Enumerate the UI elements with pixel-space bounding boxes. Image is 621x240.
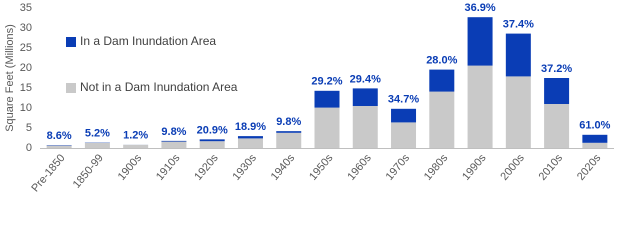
y-tick-label: 35 [20, 2, 32, 14]
y-tick-label: 5 [26, 122, 32, 134]
bar-segment [276, 132, 302, 148]
bar-segment [544, 78, 570, 104]
bar-segment [352, 88, 378, 106]
x-tick-label: Pre-1850 [29, 152, 67, 194]
x-tick-label: 1970s [384, 152, 413, 183]
x-tick-label: 2010s [537, 152, 566, 183]
bar-segment [505, 33, 531, 77]
share-label: 8.6% [47, 130, 72, 142]
x-tick-label: 1980s [422, 152, 451, 183]
legend-label: Not in a Dam Inundation Area [80, 80, 238, 94]
x-tick-label: 1940s [269, 152, 298, 183]
y-tick-label: 25 [20, 42, 32, 54]
bar-segment [161, 140, 187, 142]
y-tick-label: 0 [26, 142, 32, 154]
bar-segment [237, 138, 263, 148]
bar-segment [199, 141, 225, 148]
y-tick-label: 15 [20, 82, 32, 94]
bar-segment [314, 107, 340, 148]
bar-segment [161, 141, 187, 148]
share-label: 20.9% [197, 124, 228, 136]
chart: Square Feet (Millions) 0 5 10 15 20 25 30 35 8.6… [4, 2, 614, 194]
bar-segment [544, 104, 570, 148]
share-label: 28.0% [426, 55, 457, 67]
bar-segment [123, 144, 149, 148]
share-label: 1.2% [123, 130, 148, 142]
legend-label: In a Dam Inundation Area [80, 34, 216, 48]
bar-segment [314, 90, 340, 108]
y-tick-label: 10 [20, 102, 32, 114]
bar-segment [505, 76, 531, 148]
x-tick-label: 1900s [116, 152, 145, 183]
share-label: 61.0% [579, 120, 610, 132]
y-tick-label: 30 [20, 22, 32, 34]
x-tick-label: 1960s [345, 152, 374, 183]
x-tick-label: 2020s [575, 152, 604, 183]
bar-segment [429, 69, 455, 92]
x-tick-label: 1990s [460, 152, 489, 183]
bar-segment [582, 142, 608, 148]
bar-segment [391, 122, 417, 148]
bar-segment [582, 134, 608, 143]
bar-segment [237, 136, 263, 139]
share-label: 18.9% [235, 121, 266, 133]
share-label: 37.4% [503, 19, 534, 31]
x-tick-label: 1950s [307, 152, 336, 183]
bar-segment [391, 108, 417, 123]
share-label: 5.2% [85, 127, 110, 139]
bar-segment [352, 106, 378, 148]
x-tick-label: 2000s [498, 152, 527, 183]
share-label: 9.8% [276, 116, 301, 128]
share-label: 36.9% [464, 2, 495, 14]
x-tick-label: 1910s [154, 152, 183, 183]
share-label: 9.8% [161, 126, 186, 138]
legend-swatch [66, 83, 76, 93]
bar-segment [467, 65, 493, 148]
bar-segment [467, 17, 493, 66]
bar-segment [46, 145, 72, 148]
x-tick-label: 1850-99 [71, 152, 106, 191]
share-label: 34.7% [388, 94, 419, 106]
y-tick-label: 20 [20, 62, 32, 74]
y-axis-title: Square Feet (Millions) [4, 24, 16, 132]
x-tick-label: 1930s [231, 152, 260, 183]
x-tick-label: 1920s [192, 152, 221, 183]
bar-segment [429, 91, 455, 148]
legend-swatch [66, 37, 76, 47]
bar-segment [276, 131, 302, 133]
bar-segment [199, 139, 225, 142]
share-label: 37.2% [541, 63, 572, 75]
share-label: 29.2% [311, 76, 342, 88]
bar-segment [84, 142, 110, 148]
share-label: 29.4% [350, 73, 381, 85]
